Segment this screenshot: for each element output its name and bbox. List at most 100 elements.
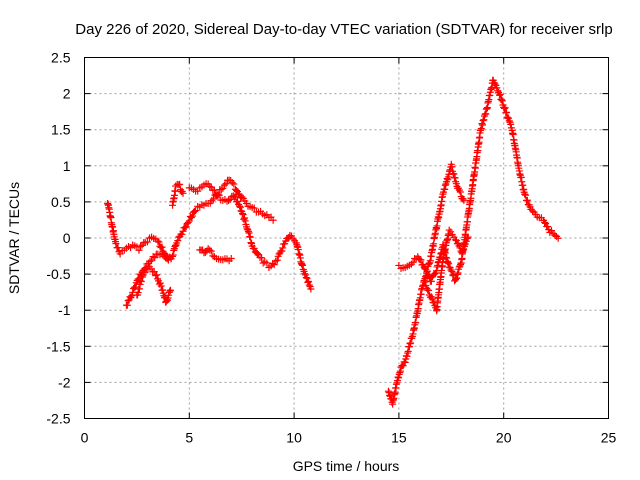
- data-point: [179, 227, 187, 235]
- series-track: [133, 263, 174, 306]
- series-track: [169, 180, 187, 209]
- data-point: [305, 278, 313, 286]
- data-point: [225, 196, 233, 204]
- data-point: [432, 304, 440, 312]
- data-point: [219, 184, 227, 192]
- data-point: [451, 174, 459, 182]
- data-point: [208, 197, 216, 205]
- data-point: [298, 261, 306, 269]
- data-point: [420, 276, 428, 284]
- data-point: [240, 215, 248, 223]
- data-point: [479, 117, 487, 125]
- data-point: [253, 249, 261, 257]
- data-point: [222, 180, 230, 188]
- data-point: [496, 91, 504, 99]
- data-point: [135, 285, 143, 293]
- data-point: [250, 204, 258, 212]
- data-point: [507, 120, 515, 128]
- data-point: [209, 252, 217, 260]
- data-point: [123, 301, 131, 309]
- data-point: [207, 247, 215, 255]
- data-point: [501, 104, 509, 112]
- data-point: [227, 254, 235, 262]
- data-point: [496, 90, 504, 98]
- y-tick-label: -1: [58, 302, 71, 318]
- data-point: [172, 182, 180, 190]
- data-point: [215, 191, 223, 199]
- series-track: [104, 200, 172, 263]
- x-tick-label: 5: [185, 430, 193, 446]
- y-tick-label: -1.5: [46, 338, 70, 354]
- data-point: [236, 202, 244, 210]
- data-point: [547, 227, 555, 235]
- data-point: [302, 274, 310, 282]
- data-point: [234, 197, 242, 205]
- data-point: [153, 271, 161, 279]
- data-point: [544, 223, 552, 231]
- y-tick-label: 1: [63, 158, 71, 174]
- data-point: [460, 245, 468, 253]
- y-axis-label: SDTVAR / TECUs: [6, 182, 22, 294]
- series-track: [185, 180, 315, 293]
- data-point: [187, 214, 195, 222]
- data-point: [477, 126, 485, 134]
- data-point: [522, 191, 530, 199]
- data-point: [188, 212, 196, 220]
- data-point: [459, 195, 467, 203]
- data-point: [301, 270, 309, 278]
- data-point: [529, 207, 537, 215]
- data-point: [289, 235, 297, 243]
- data-point: [451, 236, 459, 244]
- x-tick-label: 20: [496, 430, 512, 446]
- data-point: [447, 266, 455, 274]
- data-point: [254, 251, 262, 259]
- data-point: [212, 190, 220, 198]
- data-point: [112, 240, 120, 248]
- data-point: [463, 234, 471, 242]
- data-points: [104, 76, 562, 408]
- data-point: [447, 228, 455, 236]
- data-point: [114, 244, 122, 252]
- data-point: [459, 247, 467, 255]
- y-tick-label: 1.5: [51, 122, 71, 138]
- data-point: [450, 170, 458, 178]
- data-point: [157, 282, 165, 290]
- data-point: [303, 274, 311, 282]
- gridlines: [84, 57, 609, 419]
- data-point: [206, 246, 214, 254]
- data-point: [460, 196, 468, 204]
- data-point: [244, 227, 252, 235]
- data-point: [206, 182, 214, 190]
- data-point: [270, 261, 278, 269]
- data-point: [451, 276, 459, 284]
- data-point: [286, 231, 294, 239]
- chart-title: Day 226 of 2020, Sidereal Day-to-day VTE…: [75, 21, 612, 38]
- data-point: [445, 226, 453, 234]
- data-point: [201, 248, 209, 256]
- data-point: [523, 196, 531, 204]
- series-track: [196, 245, 235, 265]
- data-point: [541, 218, 549, 226]
- data-point: [521, 190, 529, 198]
- data-point: [176, 180, 184, 188]
- series-track: [420, 226, 472, 315]
- series-track: [122, 176, 277, 309]
- data-point: [494, 87, 502, 95]
- data-point: [151, 254, 159, 262]
- x-axis-label: GPS time / hours: [293, 458, 400, 474]
- data-point: [178, 230, 186, 238]
- data-point: [191, 207, 199, 215]
- data-point: [272, 257, 280, 265]
- y-tick-label: 2: [63, 86, 71, 102]
- data-point: [210, 186, 218, 194]
- data-point: [209, 195, 217, 203]
- data-point: [500, 104, 508, 112]
- data-point: [174, 237, 182, 245]
- data-point: [491, 80, 499, 88]
- data-point: [425, 286, 433, 294]
- y-axis: -2.5 -2 -1.5 -1 -0.5 0 0.5 1 1.5 2 2.5: [46, 50, 609, 427]
- data-point: [417, 256, 425, 264]
- data-point: [137, 242, 145, 250]
- series-track: [384, 160, 468, 408]
